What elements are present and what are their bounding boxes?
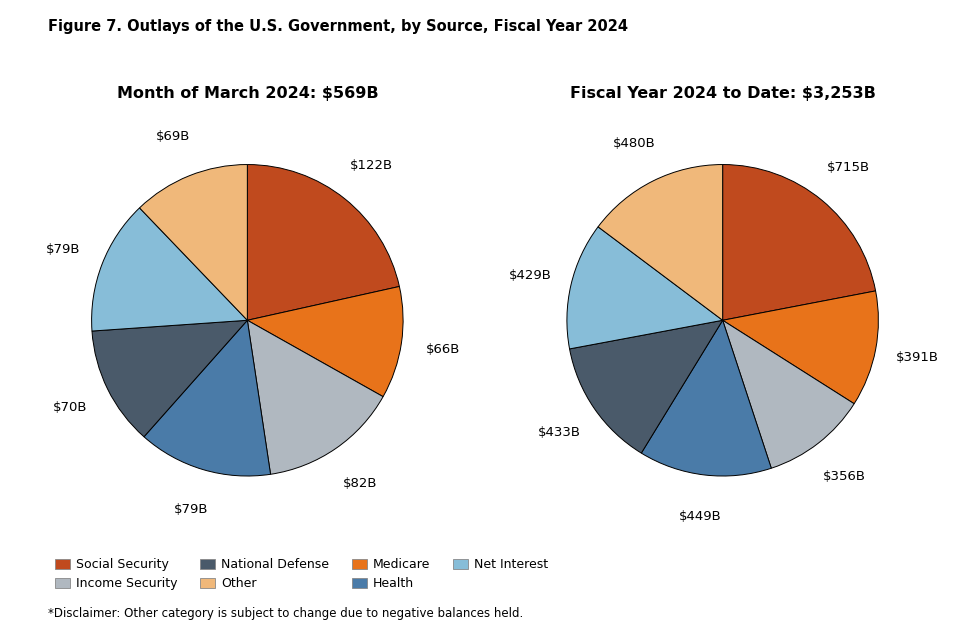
Text: $82B: $82B xyxy=(342,477,377,490)
Text: *Disclaimer: Other category is subject to change due to negative balances held.: *Disclaimer: Other category is subject t… xyxy=(48,607,523,620)
Text: $449B: $449B xyxy=(677,510,720,523)
Text: $69B: $69B xyxy=(156,130,191,143)
Wedge shape xyxy=(722,165,875,320)
Text: Figure 7. Outlays of the U.S. Government, by Source, Fiscal Year 2024: Figure 7. Outlays of the U.S. Government… xyxy=(48,19,628,34)
Wedge shape xyxy=(143,320,270,476)
Wedge shape xyxy=(569,320,722,453)
Text: $356B: $356B xyxy=(822,470,864,483)
Wedge shape xyxy=(641,320,770,476)
Text: $79B: $79B xyxy=(46,242,80,256)
Text: $391B: $391B xyxy=(894,350,937,364)
Legend: Social Security, Income Security, National Defense, Other, Medicare, Health, Net: Social Security, Income Security, Nation… xyxy=(54,558,547,590)
Text: $79B: $79B xyxy=(173,504,208,516)
Text: $122B: $122B xyxy=(349,160,392,173)
Wedge shape xyxy=(247,320,383,474)
Wedge shape xyxy=(566,227,722,349)
Wedge shape xyxy=(140,165,247,320)
Wedge shape xyxy=(91,208,247,331)
Text: $429B: $429B xyxy=(508,269,551,282)
Wedge shape xyxy=(247,286,403,397)
Text: $70B: $70B xyxy=(52,401,87,414)
Text: $433B: $433B xyxy=(538,426,580,439)
Wedge shape xyxy=(92,320,247,436)
Wedge shape xyxy=(722,291,878,404)
Text: $480B: $480B xyxy=(612,137,655,150)
Wedge shape xyxy=(247,165,399,320)
Text: $66B: $66B xyxy=(425,343,459,355)
Title: Fiscal Year 2024 to Date: $3,253B: Fiscal Year 2024 to Date: $3,253B xyxy=(569,86,875,101)
Text: $715B: $715B xyxy=(827,161,869,175)
Title: Month of March 2024: $569B: Month of March 2024: $569B xyxy=(116,86,378,101)
Wedge shape xyxy=(722,320,854,468)
Wedge shape xyxy=(598,165,722,320)
